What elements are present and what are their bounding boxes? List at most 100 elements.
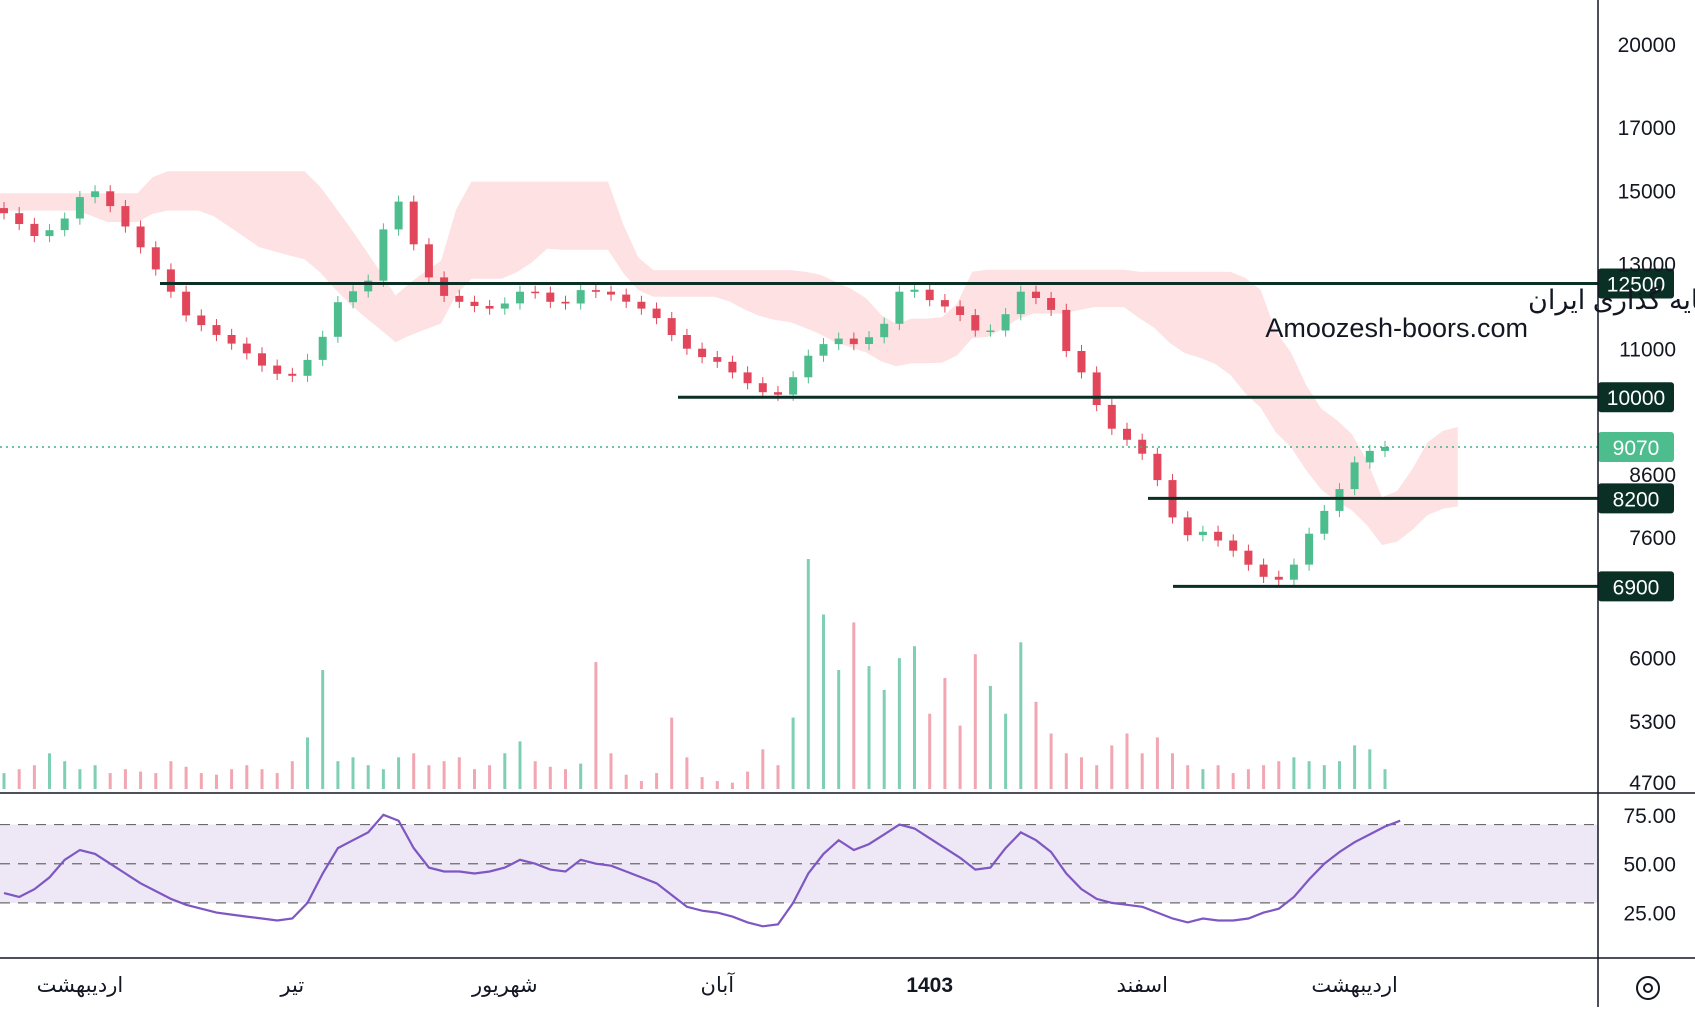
levels: 12500 10000 8200 6900 9070 bbox=[0, 268, 1674, 602]
volume-bar bbox=[822, 614, 825, 789]
last-price-label: 9070 bbox=[1613, 437, 1660, 460]
volume-bar bbox=[139, 771, 143, 789]
volume-bar bbox=[928, 713, 932, 789]
level-label: 10000 bbox=[1607, 387, 1665, 410]
volume-bar bbox=[867, 666, 871, 789]
candle-body bbox=[561, 301, 570, 304]
time-label: اردیبهشت bbox=[37, 974, 124, 997]
volume-bar bbox=[366, 765, 370, 789]
candle-body bbox=[667, 318, 676, 335]
settings-icon[interactable] bbox=[1636, 976, 1660, 1000]
volume-bar bbox=[1140, 753, 1144, 789]
volume-bar bbox=[260, 769, 264, 789]
volume-bar bbox=[108, 773, 112, 789]
candle-body bbox=[409, 201, 418, 245]
candle-body bbox=[1062, 309, 1071, 351]
volume-bar bbox=[1125, 733, 1129, 789]
volume-bar bbox=[624, 774, 628, 789]
candle-body bbox=[925, 289, 934, 301]
candle-body bbox=[880, 323, 889, 338]
volume-bar bbox=[397, 757, 401, 789]
price-tick-label: 15000 bbox=[1618, 181, 1676, 204]
time-axis: اردیبهشت تیر شهریور آبان 1403 اسفند اردیبهشت bbox=[37, 972, 1398, 997]
candle-body bbox=[682, 335, 691, 349]
volume-bar bbox=[1019, 642, 1023, 789]
candle-body bbox=[273, 365, 282, 374]
volume-bar bbox=[533, 761, 537, 789]
volume-bar bbox=[1186, 765, 1190, 789]
volume-bar bbox=[776, 765, 780, 789]
candle-body bbox=[45, 230, 54, 237]
volume-bar bbox=[988, 685, 992, 789]
candle-body bbox=[1274, 576, 1283, 580]
volume-bar bbox=[579, 763, 583, 789]
volume-bar bbox=[17, 769, 21, 789]
volume-bar bbox=[1292, 757, 1296, 789]
price-tick-label: 6000 bbox=[1629, 648, 1676, 671]
volume-bar bbox=[503, 753, 507, 789]
candle-body bbox=[743, 372, 752, 384]
candle-body bbox=[1381, 447, 1389, 451]
volume-bar bbox=[1368, 749, 1372, 789]
volume-bar bbox=[78, 769, 82, 789]
candle-body bbox=[607, 291, 615, 295]
cloud-band bbox=[0, 171, 1458, 545]
price-tick-label: 4700 bbox=[1629, 772, 1676, 795]
volume-bar bbox=[1338, 761, 1341, 789]
volume-bar bbox=[837, 670, 841, 789]
candle-body bbox=[546, 292, 555, 302]
volume-bar bbox=[2, 773, 6, 789]
candle-body bbox=[394, 201, 403, 230]
volume-bar bbox=[381, 769, 385, 789]
candle-body bbox=[1198, 531, 1207, 536]
price-tick-label: 13000 bbox=[1618, 254, 1676, 277]
volume-bar bbox=[746, 771, 750, 789]
candle-body bbox=[895, 291, 904, 324]
level-label-bg bbox=[1598, 483, 1674, 514]
candle-body bbox=[789, 377, 798, 395]
candle-body bbox=[1032, 291, 1040, 298]
level-label-bg bbox=[1598, 571, 1674, 602]
volume-bar bbox=[730, 782, 734, 789]
rsi-tick-label: 25.00 bbox=[1623, 903, 1676, 926]
candle-body bbox=[576, 290, 585, 304]
candle-body bbox=[910, 289, 919, 292]
volume-bar bbox=[457, 757, 461, 789]
volume-bar bbox=[1322, 765, 1326, 789]
candle-body bbox=[1092, 372, 1101, 405]
volume-bar bbox=[958, 725, 962, 789]
candle-body bbox=[1289, 564, 1298, 580]
candle-body bbox=[1001, 314, 1010, 331]
volume-bar bbox=[913, 646, 916, 789]
time-label: اردیبهشت bbox=[1311, 974, 1398, 997]
volume-bar bbox=[806, 559, 810, 789]
candle-body bbox=[986, 330, 995, 332]
candle-body bbox=[182, 291, 191, 316]
time-label: تیر bbox=[279, 974, 304, 997]
volume-bar bbox=[199, 773, 203, 789]
volume-bar bbox=[427, 765, 431, 789]
candle-body bbox=[0, 208, 8, 214]
candle-body bbox=[364, 280, 373, 292]
volume-bar bbox=[1034, 701, 1038, 789]
ichimoku-cloud bbox=[0, 171, 1458, 545]
candle-body bbox=[500, 303, 509, 309]
candle-body bbox=[865, 337, 873, 344]
price-tick-label: 20000 bbox=[1618, 34, 1676, 57]
candle-body bbox=[1350, 462, 1359, 490]
candle-body bbox=[136, 226, 145, 248]
candle-body bbox=[1229, 540, 1238, 551]
rsi-pane: 75.00 50.00 25.00 bbox=[0, 805, 1676, 928]
time-label: آبان bbox=[701, 972, 736, 997]
volume-bar bbox=[154, 773, 158, 789]
candle-body bbox=[1153, 453, 1162, 481]
volume-bar bbox=[973, 654, 977, 789]
candle-body bbox=[940, 300, 949, 307]
volume-bar bbox=[1095, 765, 1099, 789]
candle-body bbox=[197, 315, 206, 326]
candle-body bbox=[1138, 439, 1147, 454]
volume-bar bbox=[48, 753, 51, 789]
price-tick-label: 5300 bbox=[1629, 711, 1676, 734]
candle-body bbox=[652, 308, 661, 319]
